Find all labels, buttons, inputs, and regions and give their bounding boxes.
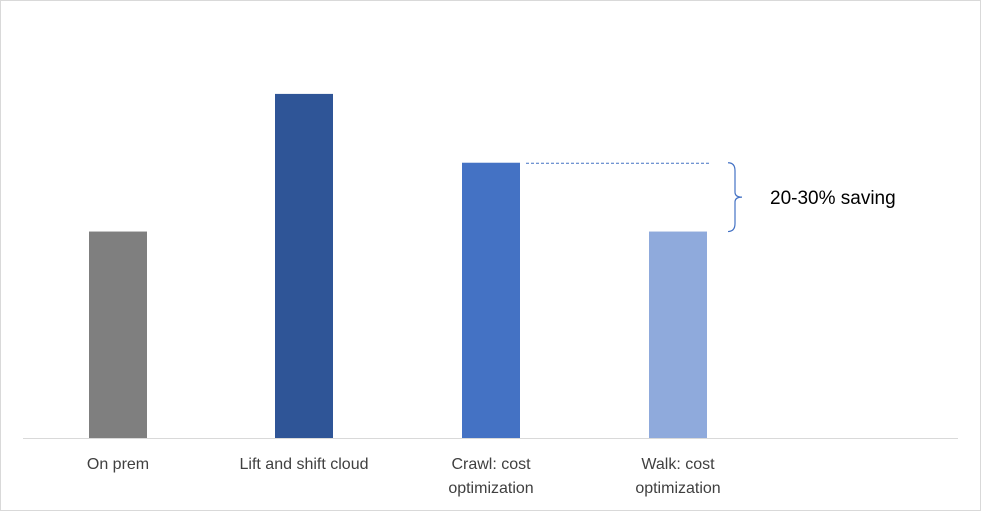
category-label-line: Walk: cost: [641, 456, 715, 473]
bar-4: [649, 231, 707, 438]
annotation-group: 20-30% saving: [526, 162, 896, 233]
saving-annotation-label: 20-30% saving: [770, 188, 896, 209]
bar-1: [89, 231, 147, 438]
category-label-3: Crawl: cost optimization: [448, 456, 533, 497]
category-label-1: On prem: [87, 456, 149, 473]
category-labels-group: On prem Lift and shift cloud Crawl: cost op…: [87, 456, 721, 497]
category-label-line: optimization: [448, 480, 533, 497]
category-label-line: Lift and shift cloud: [240, 456, 369, 473]
saving-brace: [727, 162, 743, 233]
bar-3: [462, 162, 520, 438]
category-label-line: On prem: [87, 456, 149, 473]
bars-group: [89, 93, 707, 438]
category-label-4: Walk: cost optimization: [635, 456, 720, 497]
category-label-2: Lift and shift cloud: [240, 456, 369, 473]
bar-2: [275, 93, 333, 438]
category-label-line: Crawl: cost: [451, 456, 531, 473]
category-label-line: optimization: [635, 480, 720, 497]
